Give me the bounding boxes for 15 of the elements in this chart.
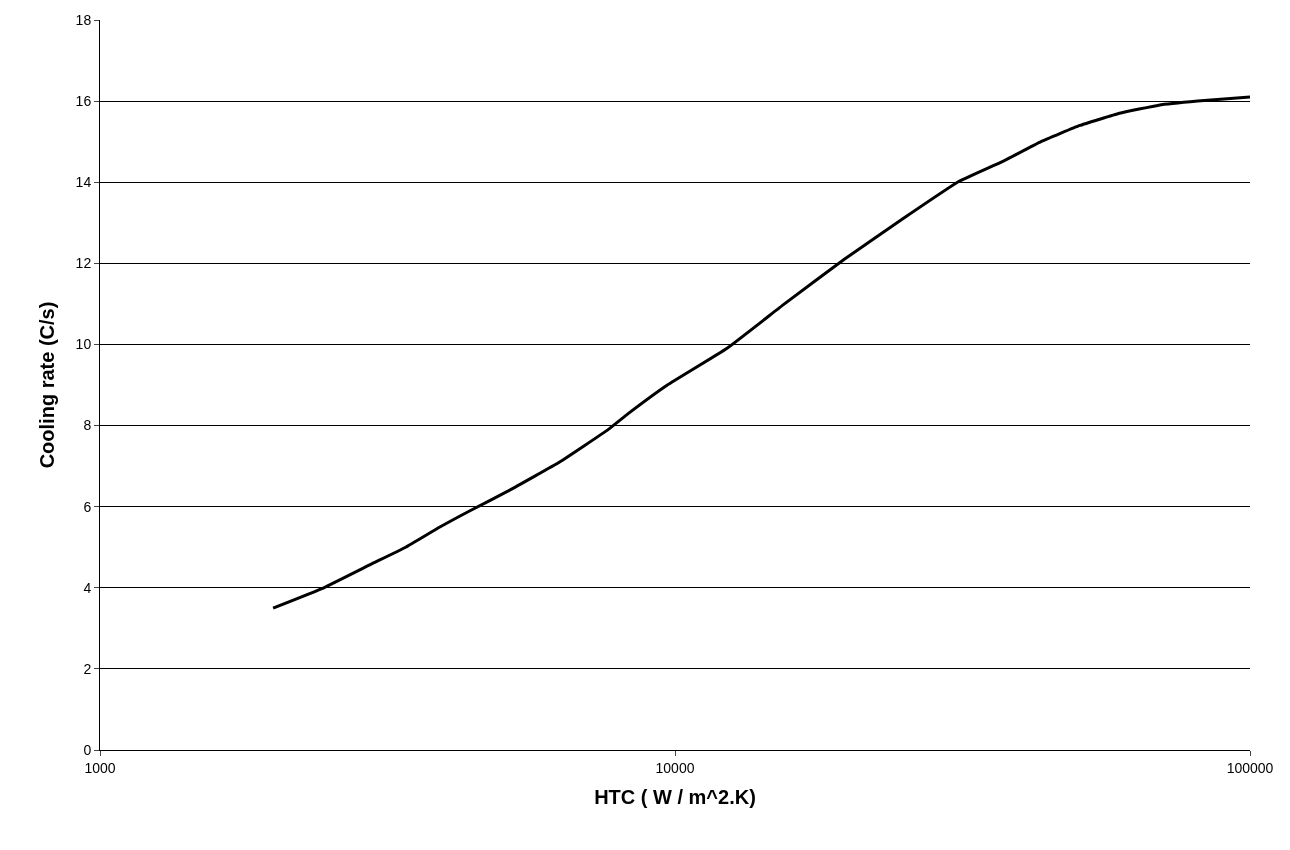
y-tick-label: 10: [75, 336, 92, 353]
y-tick-label: 2: [83, 660, 92, 677]
x-tick-label: 100000: [1226, 759, 1274, 776]
y-tick-label: 6: [83, 498, 92, 515]
x-axis-title: HTC ( W / m^2.K): [594, 786, 756, 809]
y-tick-label: 0: [83, 741, 92, 758]
y-tick-label: 4: [83, 579, 92, 596]
x-tick-label: 10000: [655, 759, 695, 776]
y-axis-title: Cooling rate (C/s): [36, 301, 59, 469]
y-tick-label: 12: [75, 255, 92, 272]
y-tick-label: 18: [75, 11, 92, 28]
y-tick-label: 8: [83, 417, 92, 434]
x-tick-label: 1000: [84, 759, 116, 776]
y-tick-label: 14: [75, 174, 92, 191]
y-tick-label: 16: [75, 93, 92, 110]
